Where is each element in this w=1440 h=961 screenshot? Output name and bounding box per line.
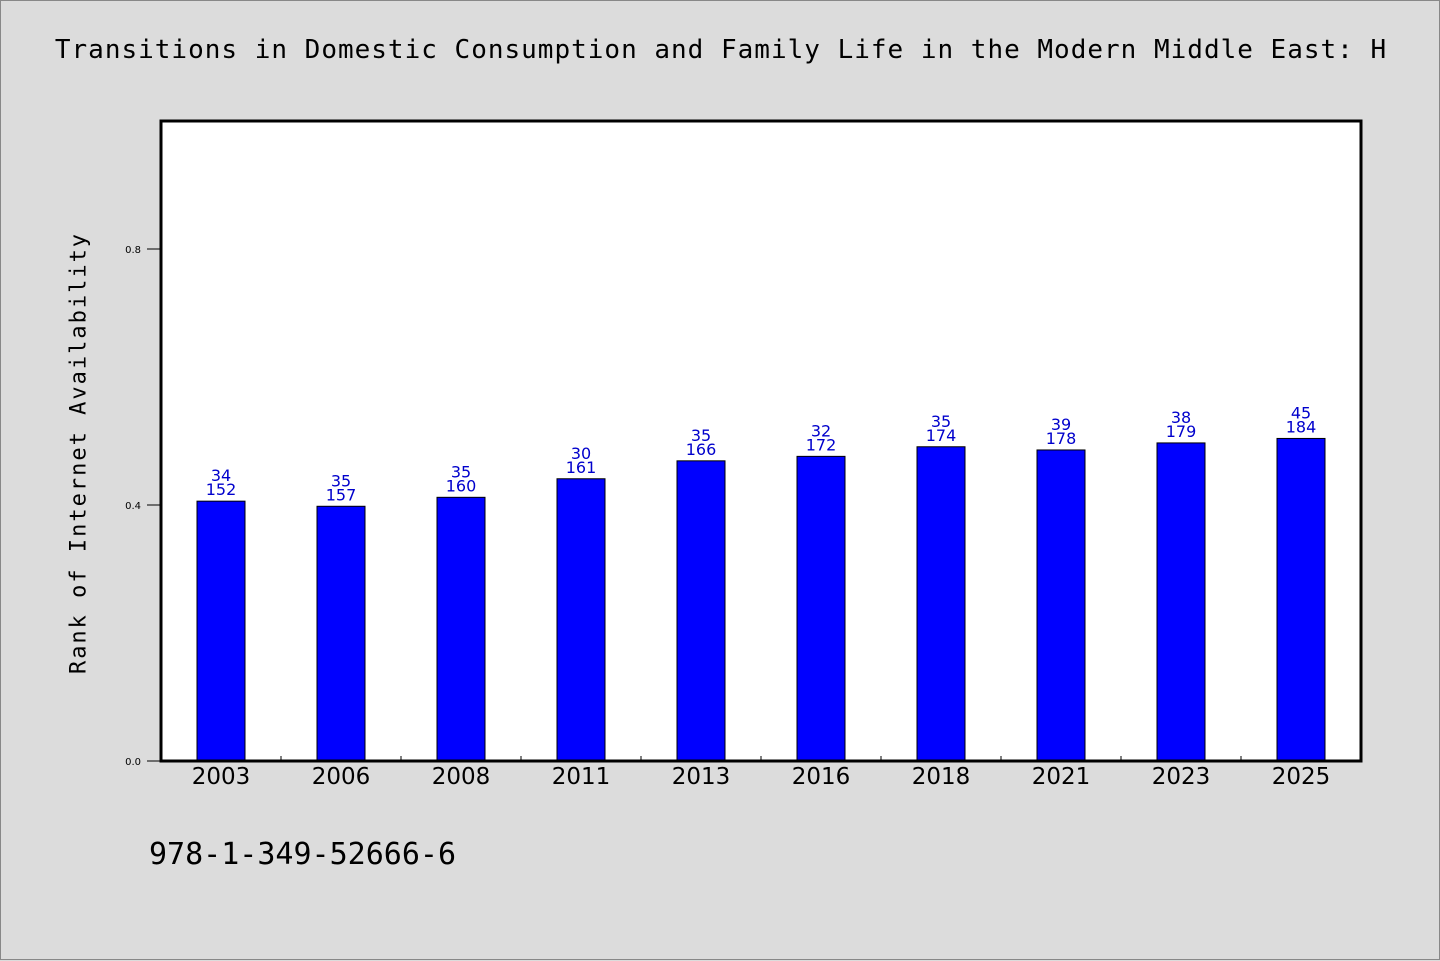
- isbn-footer: 978-1-349-52666-6: [149, 837, 457, 872]
- bar-label-top: 35: [331, 471, 351, 490]
- bar-label-bottom: 179: [1166, 422, 1197, 441]
- x-tick-label: 2016: [792, 764, 851, 790]
- x-tick-label: 2003: [192, 764, 251, 790]
- x-tick-label: 2011: [552, 764, 611, 790]
- x-tick-label: 2013: [672, 764, 731, 790]
- bar: [1036, 449, 1086, 762]
- bar-label-top: 30: [571, 444, 591, 463]
- bar-label-top: 35: [451, 462, 471, 481]
- y-tick-label: 0.4: [125, 501, 141, 512]
- x-tick-label: 2025: [1272, 764, 1331, 790]
- x-tick-label: 2006: [312, 764, 371, 790]
- bar-label-bottom: 172: [806, 435, 837, 454]
- bar-label-top: 32: [811, 421, 831, 440]
- bar-label-bottom: 184: [1286, 417, 1317, 436]
- bar: [796, 455, 846, 762]
- x-tick-label: 2008: [432, 764, 491, 790]
- bar: [316, 505, 366, 762]
- bar: [1156, 442, 1206, 762]
- bar-label-top: 38: [1171, 408, 1191, 427]
- bar: [436, 496, 486, 762]
- plot-border: [159, 119, 1363, 763]
- bar-label-bottom: 157: [326, 485, 357, 504]
- x-tick-label: 2021: [1032, 764, 1091, 790]
- bar-label-top: 35: [691, 426, 711, 445]
- x-tick-label: 2023: [1152, 764, 1211, 790]
- bar: [556, 478, 606, 762]
- chart-title: Transitions in Domestic Consumption and …: [54, 35, 1388, 65]
- bar-label-bottom: 152: [206, 480, 237, 499]
- bar-label-top: 39: [1051, 415, 1071, 434]
- bar: [676, 460, 726, 762]
- bar-label-top: 34: [211, 466, 231, 485]
- bar-label-top: 45: [1291, 403, 1311, 422]
- bar: [196, 500, 246, 762]
- bar-label-bottom: 160: [446, 476, 477, 495]
- bar-label-bottom: 178: [1046, 429, 1077, 448]
- bar-label-bottom: 174: [926, 426, 957, 445]
- bar-label-top: 35: [931, 412, 951, 431]
- bar-label-bottom: 161: [566, 458, 597, 477]
- x-tick-label: 2018: [912, 764, 971, 790]
- y-tick-label: 0.0: [125, 757, 141, 768]
- bar: [916, 446, 966, 762]
- bar-label-bottom: 166: [686, 440, 717, 459]
- bar: [1276, 437, 1326, 762]
- y-tick-label: 0.8: [125, 245, 141, 256]
